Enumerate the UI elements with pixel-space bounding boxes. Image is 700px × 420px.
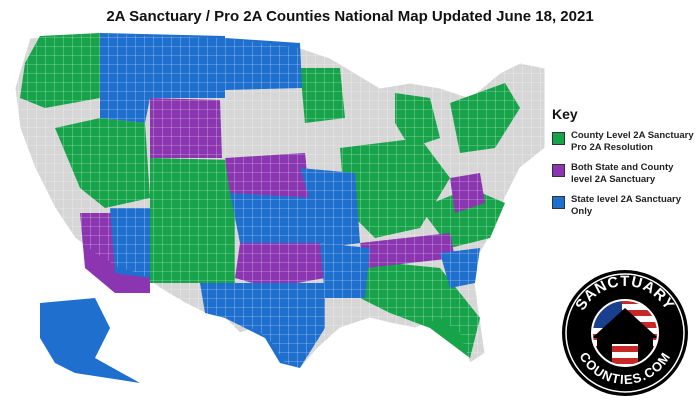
legend-title: Key — [552, 106, 578, 122]
legend-label-both: Both State and County level 2A Sanctuary — [571, 162, 674, 185]
legend: Key County Level 2A Sanctuary Pro 2A Res… — [552, 106, 697, 226]
us-map — [14, 32, 545, 383]
region-alaska — [40, 298, 140, 383]
map-title: 2A Sanctuary / Pro 2A Counties National … — [106, 8, 594, 25]
legend-item-county: County Level 2A Sanctuary Pro 2A Resolut… — [552, 130, 697, 154]
legend-swatch-state — [552, 196, 565, 209]
sanctuary-counties-logo: SANCTUARY COUNTIES.COM — [562, 270, 688, 396]
legend-item-both: Both State and County level 2A Sanctuary — [552, 162, 697, 186]
legend-label-state: State level 2A Sanctuary Only — [571, 194, 682, 217]
legend-item-state: State level 2A Sanctuary Only — [552, 194, 697, 218]
legend-swatch-county — [552, 132, 565, 145]
legend-label-county: County Level 2A Sanctuary Pro 2A Resolut… — [571, 130, 694, 153]
legend-swatch-both — [552, 164, 565, 177]
